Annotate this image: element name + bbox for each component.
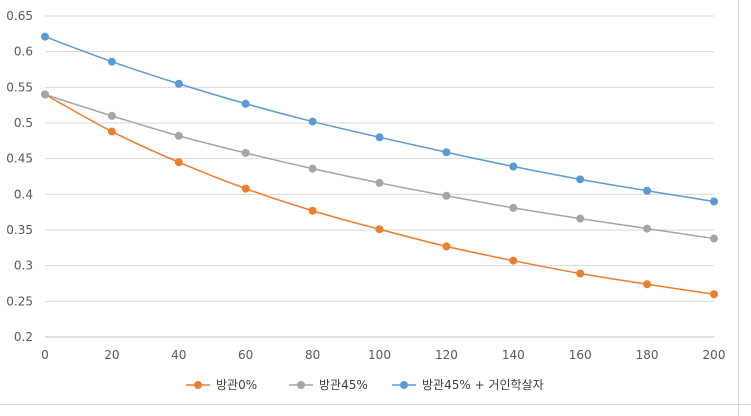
y-tick-label: 0.4: [14, 187, 33, 201]
x-tick-label: 100: [368, 348, 391, 362]
data-point: [375, 225, 384, 234]
legend-item: 방관45% + 거인학살자: [392, 378, 544, 392]
x-tick-label: 160: [569, 348, 592, 362]
x-axis-tick-labels: 0 20 40 60 80 100 120 140 160 180 200: [41, 348, 725, 362]
series-line: [44, 93, 715, 240]
data-point: [107, 127, 116, 136]
y-axis-tick-labels: 0.2 0.25 0.3 0.35 0.4 0.45 0.5 0.55 0.6 0.65: [6, 9, 33, 344]
data-point: [41, 32, 49, 41]
x-tick-label: 0: [41, 348, 49, 362]
data-point: [41, 90, 49, 99]
data-point: [509, 203, 518, 212]
legend-item: 방관45%: [289, 378, 368, 392]
x-tick-label: 140: [502, 348, 525, 362]
data-point: [576, 175, 585, 184]
legend-label: 방관0%: [216, 378, 257, 392]
x-tick-label: 60: [238, 348, 253, 362]
legend-label: 방관45% + 거인학살자: [422, 378, 544, 392]
data-point: [710, 197, 718, 206]
y-tick-label: 0.6: [14, 45, 33, 59]
sheet-gridline: [738, 0, 739, 416]
x-tick-label: 180: [636, 348, 659, 362]
y-tick-label: 0.65: [6, 9, 33, 23]
data-point: [643, 224, 652, 233]
data-point: [174, 158, 183, 167]
data-point: [308, 206, 317, 215]
y-tick-label: 0.3: [14, 259, 33, 273]
legend-label: 방관45%: [319, 378, 368, 392]
x-tick-label: 120: [435, 348, 458, 362]
data-point: [576, 269, 585, 278]
y-tick-label: 0.35: [6, 223, 33, 237]
legend-item: 방관0%: [186, 378, 257, 392]
y-tick-label: 0.2: [14, 330, 33, 344]
legend-marker: [400, 381, 408, 389]
series-group: [41, 32, 718, 299]
data-point: [308, 164, 317, 173]
data-point: [174, 131, 183, 140]
y-tick-label: 0.5: [14, 116, 33, 130]
y-tick-label: 0.25: [6, 294, 33, 308]
data-point: [509, 256, 518, 265]
data-point: [643, 280, 652, 289]
data-point: [509, 162, 518, 171]
x-tick-label: 80: [305, 348, 320, 362]
data-point: [308, 117, 317, 126]
y-tick-label: 0.45: [6, 152, 33, 166]
x-tick-label: 40: [171, 348, 186, 362]
data-point: [442, 242, 451, 251]
data-point: [710, 234, 718, 243]
data-point: [643, 186, 652, 195]
sheet-gridline: [0, 404, 751, 405]
data-point: [375, 178, 384, 187]
x-tick-label: 200: [703, 348, 726, 362]
gridlines: [45, 15, 714, 338]
data-point: [442, 148, 451, 157]
legend-marker: [194, 381, 202, 389]
series-line: [44, 35, 715, 203]
x-tick-label: 20: [104, 348, 119, 362]
data-point: [710, 290, 718, 299]
series-3: [41, 32, 718, 206]
y-tick-label: 0.55: [6, 80, 33, 94]
data-point: [576, 214, 585, 223]
data-point: [107, 57, 116, 66]
data-point: [442, 191, 451, 200]
legend-marker: [297, 381, 305, 389]
data-point: [375, 133, 384, 142]
data-point: [241, 99, 250, 108]
legend: 방관0% 방관45% 방관45% + 거인학살자: [186, 378, 544, 392]
data-point: [241, 148, 250, 157]
data-point: [241, 184, 250, 193]
data-point: [174, 79, 183, 88]
data-point: [107, 111, 116, 120]
series-2: [41, 90, 718, 243]
